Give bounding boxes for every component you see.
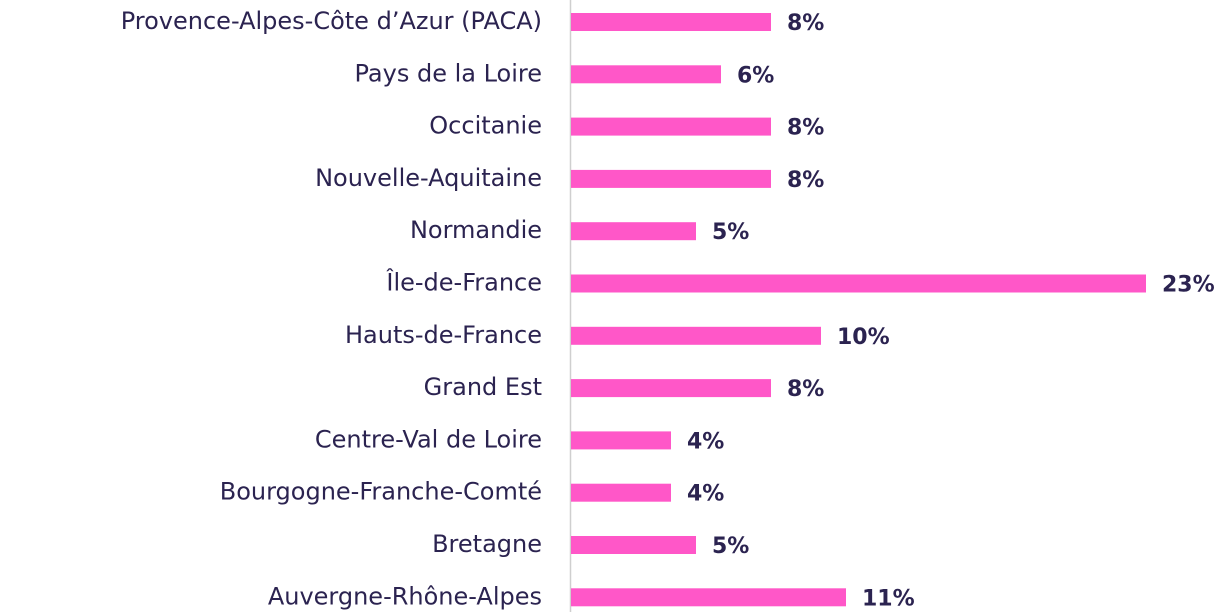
data-label: 4% <box>687 429 724 454</box>
category-label: Occitanie <box>429 112 542 140</box>
category-label: Nouvelle-Aquitaine <box>315 164 542 192</box>
data-label: 4% <box>687 482 724 507</box>
data-label: 10% <box>837 325 890 350</box>
data-label: 6% <box>737 63 774 88</box>
bar <box>571 65 721 84</box>
bar <box>571 326 821 345</box>
data-label: 5% <box>712 534 749 559</box>
bar <box>571 379 771 398</box>
data-label: 8% <box>787 377 824 402</box>
bar <box>571 431 671 450</box>
bar <box>571 169 771 188</box>
category-label: Bourgogne-Franche-Comté <box>220 478 542 506</box>
data-label: 5% <box>712 220 749 245</box>
category-label: Provence-Alpes-Côte d’Azur (PACA) <box>121 7 542 35</box>
data-label: 8% <box>787 11 824 36</box>
category-label: Pays de la Loire <box>355 59 542 87</box>
data-label: 11% <box>862 586 915 611</box>
category-label: Île-de-France <box>385 268 542 297</box>
bar <box>571 13 771 31</box>
data-label: 8% <box>787 168 824 193</box>
bar <box>571 483 671 502</box>
category-label: Bretagne <box>432 530 542 558</box>
category-label: Normandie <box>410 216 542 244</box>
data-label: 23% <box>1162 273 1215 298</box>
bar <box>571 588 846 607</box>
category-label: Grand Est <box>424 373 542 401</box>
category-label: Hauts-de-France <box>345 321 542 349</box>
bar <box>571 222 696 241</box>
bar <box>571 536 696 554</box>
category-label: Auvergne-Rhône-Alpes <box>268 582 542 610</box>
bar <box>571 274 1146 293</box>
category-label: Centre-Val de Loire <box>315 425 542 453</box>
data-label: 8% <box>787 116 824 141</box>
bar <box>571 117 771 136</box>
